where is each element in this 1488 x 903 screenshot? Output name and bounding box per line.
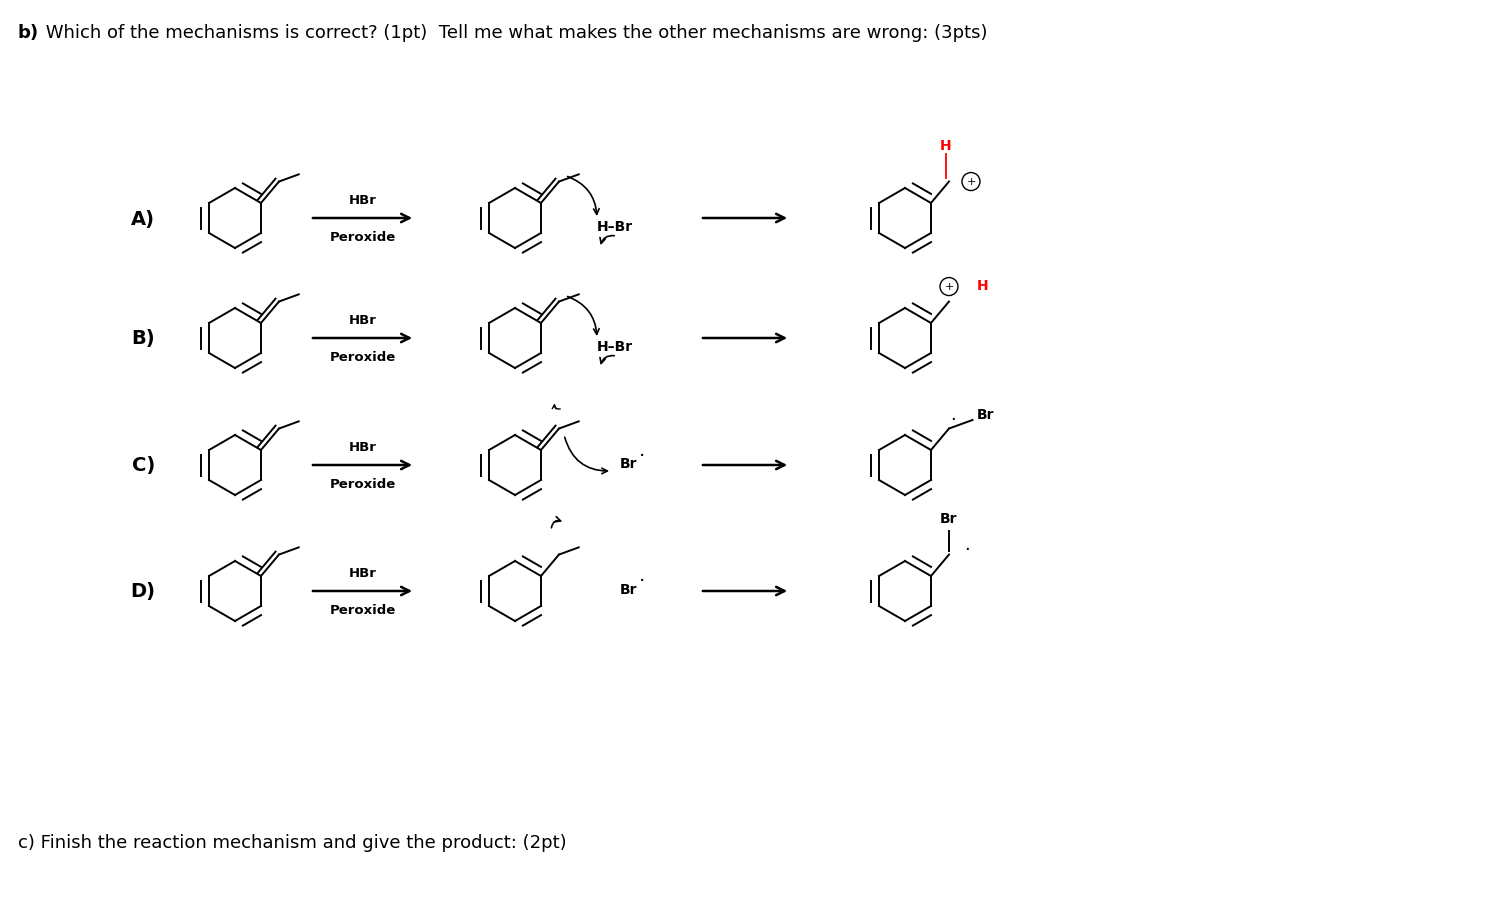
Text: Br: Br xyxy=(976,407,994,422)
Text: H: H xyxy=(978,278,988,293)
Text: HBr: HBr xyxy=(348,441,376,453)
Text: Peroxide: Peroxide xyxy=(329,231,396,244)
Text: Which of the mechanisms is correct? (1pt)  Tell me what makes the other mechanis: Which of the mechanisms is correct? (1pt… xyxy=(40,24,988,42)
Text: HBr: HBr xyxy=(348,566,376,580)
Text: +: + xyxy=(966,177,976,187)
Text: B): B) xyxy=(131,329,155,349)
Text: A): A) xyxy=(131,209,155,228)
Text: HBr: HBr xyxy=(348,194,376,207)
Text: H–Br: H–Br xyxy=(597,219,632,234)
Text: H–Br: H–Br xyxy=(597,340,632,354)
Text: Peroxide: Peroxide xyxy=(329,478,396,490)
Text: Br: Br xyxy=(940,511,958,525)
Text: ·: · xyxy=(638,572,646,591)
Text: b): b) xyxy=(18,24,39,42)
Text: D): D) xyxy=(129,582,155,600)
Text: c) Finish the reaction mechanism and give the product: (2pt): c) Finish the reaction mechanism and giv… xyxy=(18,833,567,851)
Text: HBr: HBr xyxy=(348,313,376,327)
Text: Br: Br xyxy=(620,582,637,596)
Text: ·: · xyxy=(951,410,955,428)
Text: ·: · xyxy=(964,540,970,558)
Text: Peroxide: Peroxide xyxy=(329,350,396,364)
Text: +: + xyxy=(945,282,954,292)
Text: Peroxide: Peroxide xyxy=(329,603,396,617)
Text: H: H xyxy=(940,138,952,153)
Text: ·: · xyxy=(638,446,646,465)
Text: Br: Br xyxy=(620,457,637,470)
Text: C): C) xyxy=(132,456,155,475)
